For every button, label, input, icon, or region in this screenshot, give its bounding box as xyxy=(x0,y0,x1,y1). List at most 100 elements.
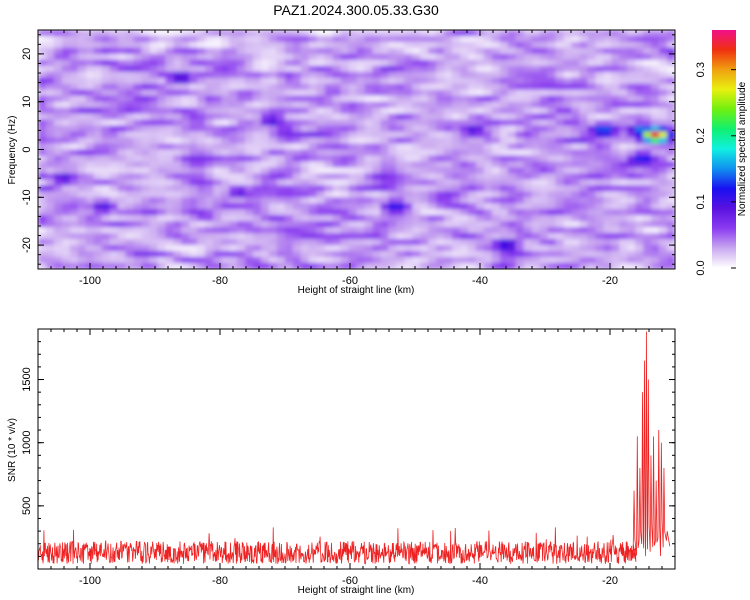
heatmap-cell xyxy=(213,89,222,97)
heatmap-cell xyxy=(412,209,421,216)
heatmap-cell xyxy=(627,257,636,264)
heatmap-cell xyxy=(388,257,397,264)
heatmap-cell xyxy=(523,215,533,222)
heatmap-cell xyxy=(197,233,206,240)
heatmap-cell xyxy=(332,179,342,186)
heatmap-cell xyxy=(69,131,79,139)
heatmap-cell xyxy=(499,65,509,73)
heatmap-cell xyxy=(125,95,135,103)
heatmap-cell xyxy=(125,263,135,269)
heatmap-cell xyxy=(125,161,135,169)
heatmap-cell xyxy=(420,65,429,73)
heatmap-cell xyxy=(77,173,87,180)
heatmap-cell xyxy=(475,35,485,43)
heatmap-cell xyxy=(93,65,103,73)
heatmap-cell xyxy=(587,185,596,192)
heatmap-cell xyxy=(651,215,660,222)
heatmap-cell xyxy=(229,143,238,151)
heatmap-cell xyxy=(133,65,143,73)
heatmap-cell xyxy=(197,30,206,37)
heatmap-cell xyxy=(507,113,517,121)
heatmap-cell xyxy=(491,233,501,240)
heatmap-cell xyxy=(93,191,103,198)
heatmap-cell xyxy=(372,59,381,67)
heatmap-cell xyxy=(69,179,79,186)
heatmap-cell xyxy=(356,227,366,234)
heatmap-cell xyxy=(77,245,87,252)
heatmap-cell xyxy=(467,215,477,222)
heatmap-cell xyxy=(547,59,557,67)
heatmap-cell xyxy=(205,59,214,67)
heatmap-cell xyxy=(189,227,198,234)
heatmap-cell xyxy=(651,221,660,228)
heatmap-cell xyxy=(117,119,127,127)
heatmap-cell xyxy=(292,83,302,91)
heatmap-cell xyxy=(356,191,366,198)
heatmap-cell xyxy=(428,131,437,139)
heatmap-cell xyxy=(149,173,159,180)
heatmap-cell xyxy=(571,149,581,157)
heatmap-cell xyxy=(388,227,397,234)
heatmap-cell xyxy=(515,209,525,216)
heatmap-cell xyxy=(229,113,238,121)
heatmap-cell xyxy=(595,245,604,252)
heatmap-cell xyxy=(523,197,533,204)
heatmap-cell xyxy=(181,173,190,180)
heatmap-cell xyxy=(659,137,668,145)
heatmap-cell xyxy=(292,47,302,55)
heatmap-cell xyxy=(587,101,596,109)
heatmap-cell xyxy=(316,107,326,115)
heatmap-cell xyxy=(436,245,445,252)
heatmap-cell xyxy=(348,35,358,43)
heatmap-cell xyxy=(221,245,230,252)
heatmap-cell xyxy=(316,149,326,157)
heatmap-cell xyxy=(651,209,660,216)
heatmap-cell xyxy=(515,263,525,269)
heatmap-cell xyxy=(38,191,47,198)
heatmap-cell xyxy=(571,227,581,234)
heatmap-cell xyxy=(619,239,628,246)
heatmap-cell xyxy=(38,149,47,157)
heatmap-cell xyxy=(388,59,397,67)
heatmap-cell xyxy=(125,65,135,73)
heatmap-cell xyxy=(507,65,517,73)
heatmap-cell xyxy=(667,239,675,246)
heatmap-cell xyxy=(555,149,565,157)
heatmap-cell xyxy=(237,203,246,210)
heatmap-cell xyxy=(372,41,381,49)
heatmap-cell xyxy=(300,35,310,43)
heatmap-cell xyxy=(603,101,612,109)
heatmap-cell xyxy=(627,35,636,43)
heatmap-cell xyxy=(404,143,413,151)
heatmap-cell xyxy=(460,95,469,103)
heatmap-cell xyxy=(340,209,350,216)
heatmap-cell xyxy=(292,167,302,174)
heatmap-cell xyxy=(603,137,612,145)
heatmap-cell xyxy=(643,263,652,269)
heatmap-cell xyxy=(173,215,182,222)
heatmap-cell xyxy=(101,77,111,85)
heatmap-cell xyxy=(125,209,135,216)
heatmap-cell xyxy=(619,233,628,240)
heatmap-cell xyxy=(356,173,366,180)
heatmap-cell xyxy=(388,53,397,61)
heatmap-cell xyxy=(643,251,652,258)
heatmap-cell xyxy=(475,209,485,216)
heatmap-cell xyxy=(284,113,294,121)
heatmap-cell xyxy=(635,47,644,55)
heatmap-cell xyxy=(444,95,453,103)
heatmap-cell xyxy=(619,41,628,49)
heatmap-cell xyxy=(53,95,63,103)
heatmap-cell xyxy=(332,173,342,180)
heatmap-cell xyxy=(157,239,166,246)
heatmap-cell xyxy=(237,125,246,133)
heatmap-cell xyxy=(475,161,485,169)
heatmap-cell xyxy=(436,101,445,109)
heatmap-cell xyxy=(659,53,668,61)
heatmap-cell xyxy=(587,209,596,216)
heatmap-cell xyxy=(404,197,413,204)
heatmap-cell xyxy=(571,47,581,55)
heatmap-cell xyxy=(659,41,668,49)
heatmap-cell xyxy=(133,251,143,258)
heatmap-cell xyxy=(260,263,270,269)
